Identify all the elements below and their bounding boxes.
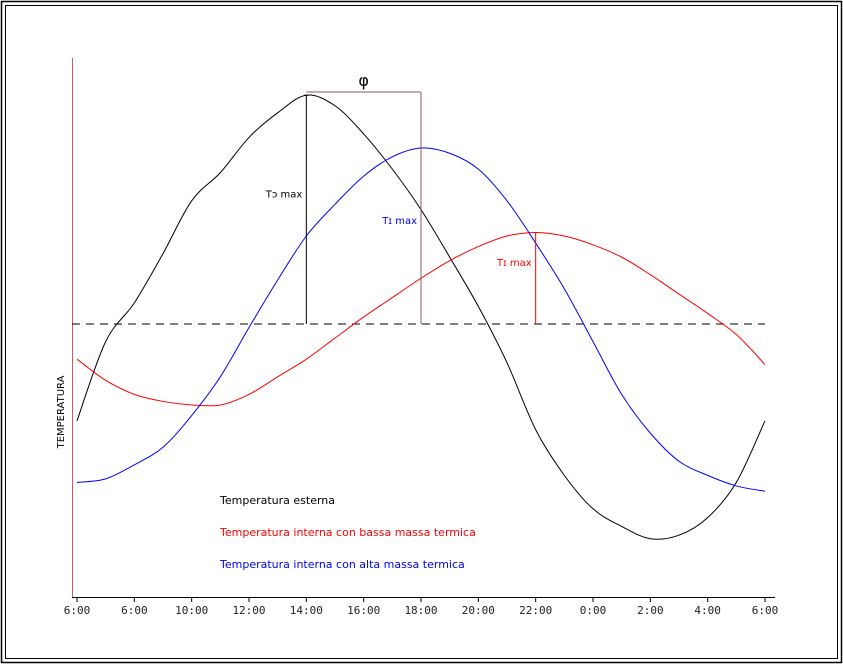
peak-amplitude-label: Tɪ max — [496, 258, 532, 269]
peak-amplitude-label: Tɔ max — [265, 190, 303, 201]
legend-entry: Temperatura esterna — [219, 494, 335, 507]
x-tick-label: 18:00 — [404, 604, 437, 617]
x-tick-label: 2:00 — [637, 604, 664, 617]
x-tick-label: 20:00 — [462, 604, 495, 617]
peak-amplitude-label: Tɪ max — [381, 216, 417, 227]
legend-entry: Temperatura interna con alta massa termi… — [219, 558, 465, 571]
legend-entry: Temperatura interna con bassa massa term… — [219, 526, 476, 539]
legend: Temperatura esterna Temperatura interna c… — [219, 494, 476, 571]
x-tick-label: 16:00 — [347, 604, 380, 617]
x-tick-label: 4:00 — [694, 604, 721, 617]
y-axis-label: TEMPERATURA — [56, 375, 67, 449]
x-tick-label: 0:00 — [580, 604, 607, 617]
x-tick-labels: 6:00 6:00 10:00 12:00 14:00 16:00 18:00 20:00 22… — [64, 604, 779, 617]
phase-label: φ — [358, 71, 369, 90]
x-tick-label: 6:00 — [752, 604, 779, 617]
phase-shift-marker: φ — [306, 71, 421, 324]
peak-annotations: Tɔ max Tɪ max Tɪ max — [265, 95, 538, 324]
x-tick-label: 22:00 — [519, 604, 552, 617]
x-tick-label: 6:00 — [121, 604, 148, 617]
x-tick-label: 12:00 — [232, 604, 265, 617]
x-tick-label: 6:00 — [64, 604, 91, 617]
x-tick-label: 10:00 — [175, 604, 208, 617]
x-tick-label: 14:00 — [290, 604, 323, 617]
